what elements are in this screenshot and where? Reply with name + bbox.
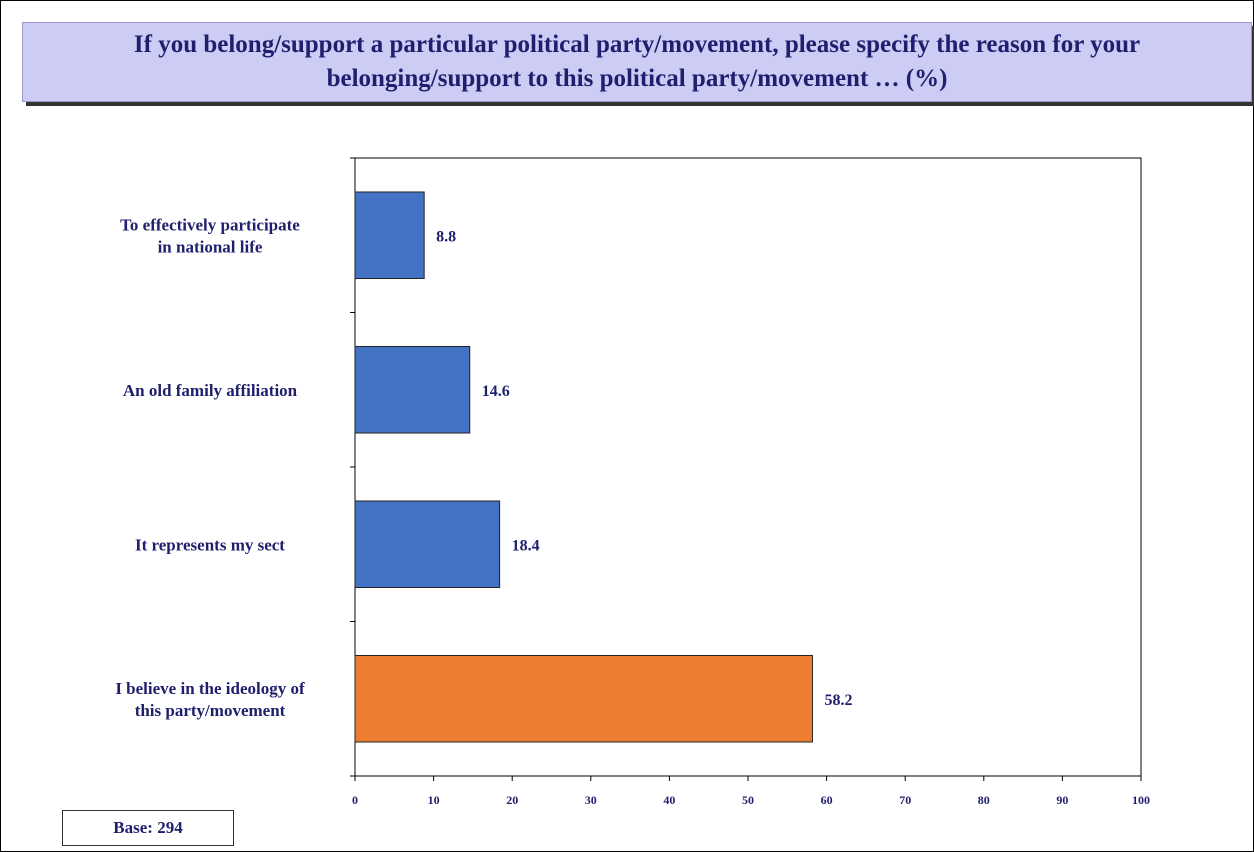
- x-tick-label: 20: [506, 793, 518, 807]
- category-label: To effectively participate in national li…: [120, 215, 300, 256]
- x-tick-label: 40: [663, 793, 675, 807]
- data-label: 58.2: [824, 692, 852, 709]
- category-label: It represents my sect: [135, 535, 285, 554]
- base-label: Base: 294: [113, 818, 183, 837]
- x-tick-label: 30: [585, 793, 597, 807]
- category-label: An old family affiliation: [123, 381, 298, 400]
- bar: [354, 345, 471, 434]
- x-tick-label: 60: [821, 793, 833, 807]
- bars-group: [354, 191, 813, 743]
- data-label: 18.4: [512, 537, 540, 554]
- x-tick-label: 90: [1056, 793, 1068, 807]
- category-label: I believe in the ideology of this party/m…: [115, 679, 305, 720]
- x-tick-label: 0: [352, 793, 358, 807]
- x-tick-label: 100: [1132, 793, 1150, 807]
- bar: [354, 191, 425, 280]
- x-tick-label: 80: [978, 793, 990, 807]
- title-box: If you belong/support a particular polit…: [22, 22, 1252, 102]
- bar: [354, 500, 501, 589]
- x-tick-label: 10: [428, 793, 440, 807]
- base-box: Base: 294: [62, 810, 234, 846]
- category-labels: To effectively participate in national li…: [115, 215, 305, 720]
- x-axis: 0 10 20 30 40 50 60 70 80 90 100: [350, 157, 1150, 807]
- x-tick-label: 70: [899, 793, 911, 807]
- x-tick-label: 50: [742, 793, 754, 807]
- chart-title: If you belong/support a particular polit…: [133, 31, 1141, 92]
- data-label: 14.6: [482, 383, 510, 400]
- data-labels: 8.8 14.6 18.4 58.2: [436, 228, 852, 709]
- bar: [354, 654, 813, 743]
- data-label: 8.8: [436, 228, 456, 245]
